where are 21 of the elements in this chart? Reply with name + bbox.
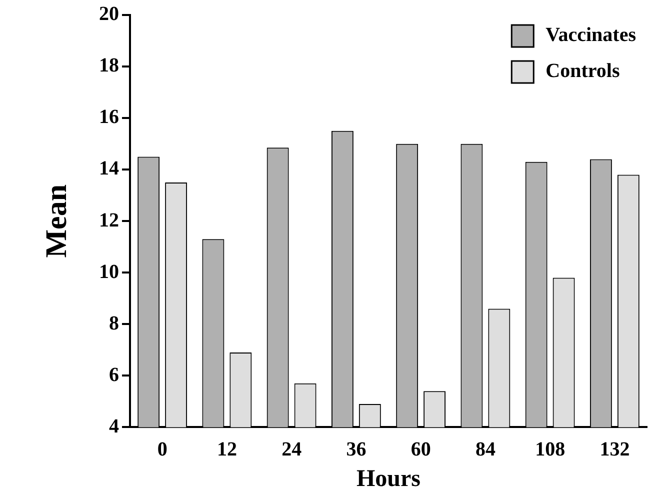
x-tick-label: 24 [282, 438, 302, 460]
y-tick-label: 20 [99, 3, 119, 26]
x-tick-label: 60 [410, 438, 431, 460]
legend-label: Controls [546, 60, 620, 82]
x-tick-label: 12 [216, 438, 237, 460]
y-tick-label: 16 [99, 106, 119, 128]
y-tick-label: 18 [99, 54, 119, 77]
y-tick-label: 14 [99, 158, 119, 180]
y-tick-label: 8 [109, 312, 119, 334]
y-tick-label: 10 [99, 260, 119, 283]
y-tick-label: 4 [109, 415, 119, 438]
x-tick-label: 36 [346, 438, 366, 460]
x-tick-label: 0 [157, 438, 168, 460]
y-tick-label: 6 [109, 364, 119, 386]
x-axis-title: Hours [356, 466, 421, 492]
y-axis-title: Mean [40, 184, 73, 258]
legend-label: Vaccinates [546, 24, 636, 46]
y-tick-label: 12 [99, 209, 119, 232]
x-tick-label: 132 [600, 438, 630, 460]
x-tick-label: 108 [535, 438, 566, 460]
x-tick-label: 84 [475, 438, 496, 460]
